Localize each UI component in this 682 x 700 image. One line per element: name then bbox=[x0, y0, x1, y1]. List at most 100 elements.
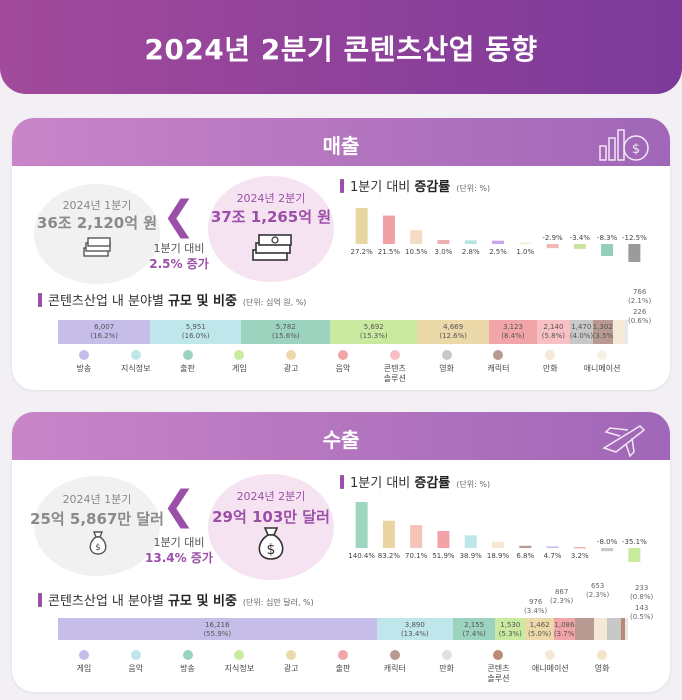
legend-label: 콘텐츠 솔루션 bbox=[383, 364, 406, 383]
stack-segment bbox=[625, 618, 628, 640]
growth-bar-label: -12.5% bbox=[622, 234, 647, 242]
stack-callout-label: 233 (0.8%) bbox=[630, 584, 654, 601]
sales-growth-title-bold: 증감률 bbox=[414, 180, 451, 195]
exports-scale-title-bold: 규모 및 비중 bbox=[168, 594, 237, 609]
title-marker bbox=[340, 475, 344, 489]
legend-swatch bbox=[130, 350, 141, 360]
growth-bar bbox=[382, 520, 395, 548]
legend-label: 캐릭터 bbox=[383, 664, 406, 673]
growth-bar-label: 21.5% bbox=[378, 248, 401, 256]
exports-section-title: 수출 bbox=[322, 428, 360, 452]
legend-swatch bbox=[130, 650, 141, 660]
sales-cmp-label: 1분기 대비 bbox=[153, 242, 205, 255]
stack-segment: 1,462 (5.0%) bbox=[525, 618, 554, 640]
growth-bar bbox=[601, 244, 614, 256]
growth-bar-label: -2.9% bbox=[542, 234, 563, 242]
growth-bar-label: 3.2% bbox=[571, 552, 589, 560]
growth-bar bbox=[464, 240, 477, 244]
exports-growth-title: 1분기 대비 증감률 (단위: %) bbox=[340, 472, 490, 491]
growth-bar bbox=[546, 244, 559, 249]
stack-callout-label: 143 (0.5%) bbox=[630, 604, 654, 621]
page-title: 2024년 2분기 콘텐츠산업 동향 bbox=[144, 33, 538, 66]
sales-cur-value: 37조 1,265억 원 bbox=[210, 208, 332, 226]
sales-growth-title: 1분기 대비 증감률 (단위: %) bbox=[340, 176, 490, 195]
legend-swatch bbox=[545, 350, 556, 360]
sales-scale-chart: 6,007 (16.2%) 5,951 (16.0%) 5,782 (15.6%) 5… bbox=[58, 320, 628, 344]
legend-swatch bbox=[545, 650, 556, 660]
stack-segment: 2,140 (5.8%) bbox=[536, 320, 570, 344]
legend-label: 콘텐츠 솔루션 bbox=[487, 664, 510, 683]
growth-bar bbox=[437, 530, 450, 548]
sales-scale-title: 콘텐츠산업 내 분야별 규모 및 비중 (단위: 십억 원, %) bbox=[38, 290, 306, 309]
chevron-left-icon: ❮ bbox=[162, 193, 196, 239]
stack-callout-label: 976 (3.4%) bbox=[524, 598, 548, 615]
page-header: 2024년 2분기 콘텐츠산업 동향 bbox=[0, 0, 682, 94]
exports-cur-value: 29억 103만 달러 bbox=[212, 508, 330, 526]
growth-bar-label: 83.2% bbox=[378, 552, 401, 560]
exports-growth-title-bold: 증감률 bbox=[414, 476, 451, 491]
exports-panel: 수출 2024년 1분기 25억 5,867만 달러 $ ❮ 1분기 대비 13… bbox=[12, 412, 670, 692]
stack-segment: 4,669 (12.6%) bbox=[417, 320, 490, 344]
legend-label: 지식정보 bbox=[224, 664, 255, 673]
stack-segment-label: 1,462 (5.0%) bbox=[528, 621, 552, 638]
legend-label: 게임 bbox=[231, 364, 247, 373]
stack-segment: 6,007 (16.2%) bbox=[58, 320, 151, 344]
stack-callout-label: 766 (2.1%) bbox=[628, 288, 652, 305]
stack-segment-label: 16,216 (55.9%) bbox=[203, 621, 232, 638]
sales-growth-chart: 27.2% 21.5% 10.5% 3.0% 2.8% 2.5% 1.0% -2.9% -3.4… bbox=[351, 208, 647, 262]
growth-bar bbox=[546, 546, 559, 548]
exports-growth-unit: (단위: %) bbox=[456, 480, 491, 489]
airplane-icon bbox=[602, 425, 646, 458]
stack-callout-label: 226 (0.6%) bbox=[628, 308, 652, 325]
growth-bar bbox=[410, 525, 423, 548]
stack-callout-label: 653 (2.3%) bbox=[586, 582, 610, 599]
stack-segment-label: 5,692 (15.3%) bbox=[359, 323, 388, 340]
stack-segment: 1,470 (4.0%) bbox=[569, 320, 593, 344]
growth-bar-label: 4.7% bbox=[544, 552, 562, 560]
svg-text:$: $ bbox=[95, 543, 101, 553]
stack-segment-label: 6,007 (16.2%) bbox=[90, 323, 118, 340]
stack-segment-label: 3,123 (8.4%) bbox=[501, 323, 525, 340]
stack-segment-label: 3,890 (13.4%) bbox=[400, 621, 429, 638]
sales-prev-value: 36조 2,120억 원 bbox=[36, 214, 158, 232]
legend-swatch bbox=[78, 650, 89, 660]
exports-growth-title-pre: 1분기 대비 bbox=[350, 476, 411, 491]
stack-segment: 5,782 (15.6%) bbox=[241, 320, 331, 344]
growth-bar-label: -35.1% bbox=[622, 538, 647, 546]
legend-label: 지식정보 bbox=[120, 364, 151, 373]
legend-swatch bbox=[78, 350, 89, 360]
legend-label: 캐릭터 bbox=[487, 364, 510, 373]
exports-prev-value: 25억 5,867만 달러 bbox=[30, 510, 164, 528]
growth-bar-label: -8.0% bbox=[597, 538, 618, 546]
legend-swatch bbox=[597, 350, 608, 360]
stack-segment bbox=[607, 618, 621, 640]
sales-scale-title-pre: 콘텐츠산업 내 분야별 bbox=[48, 294, 164, 309]
legend-label: 방송 bbox=[76, 364, 92, 373]
sales-cur-label: 2024년 2분기 bbox=[236, 192, 306, 205]
growth-bar-label: 2.5% bbox=[489, 248, 507, 256]
growth-bar bbox=[628, 244, 641, 262]
stack-segment bbox=[624, 320, 628, 344]
title-marker bbox=[38, 293, 42, 307]
stack-segment-label: 2,155 (7.4%) bbox=[462, 621, 486, 638]
svg-text:$: $ bbox=[267, 542, 276, 558]
stack-segment-label: 1,302 (3.5%) bbox=[592, 323, 613, 340]
growth-bar bbox=[601, 548, 614, 552]
growth-bar bbox=[492, 541, 504, 548]
money-stack-icon bbox=[83, 237, 111, 257]
exports-cur-circle bbox=[208, 474, 334, 580]
growth-bar-label: 2.8% bbox=[462, 248, 480, 256]
growth-bar bbox=[492, 240, 504, 244]
legend-swatch bbox=[286, 650, 297, 660]
legend-label: 출판 bbox=[180, 364, 195, 373]
stack-segment-label: 1,470 (4.0%) bbox=[569, 323, 593, 340]
growth-bar bbox=[437, 240, 450, 244]
legend-swatch bbox=[389, 350, 400, 360]
growth-bar-label: 6.8% bbox=[516, 552, 534, 560]
growth-bar bbox=[519, 545, 532, 548]
legend-swatch bbox=[234, 350, 245, 360]
growth-bar-label: 70.1% bbox=[405, 552, 428, 560]
exports-cmp-label: 1분기 대비 bbox=[153, 536, 205, 549]
stack-segment: 1,530 (5.3%) bbox=[495, 618, 526, 640]
sales-growth-unit: (단위: %) bbox=[456, 184, 491, 193]
